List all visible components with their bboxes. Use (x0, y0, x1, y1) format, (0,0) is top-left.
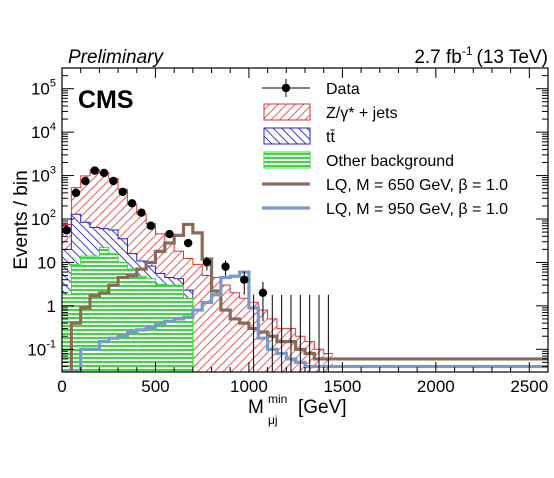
other-background-bar (136, 276, 147, 372)
legend-swatch (263, 103, 311, 121)
y-tick-exponent: 4 (50, 121, 56, 133)
data-point (258, 288, 268, 297)
data-point (202, 258, 212, 267)
data-point (62, 226, 71, 235)
y-tick-exponent: 3 (50, 165, 56, 177)
other-background-bar (118, 262, 128, 372)
x-tick-label: 1500 (323, 377, 361, 396)
data-point (99, 168, 109, 178)
legend-item: Z/γ* + jets (263, 103, 398, 122)
legend-label: LQ, M = 650 GeV, β = 1.0 (326, 177, 508, 194)
legend-data-marker (281, 83, 291, 93)
data-point (118, 187, 127, 197)
other-background-bar (71, 264, 81, 372)
ttbar-bar-outline (62, 213, 334, 372)
y-tick-base: 10 (37, 253, 56, 272)
y-tick-exponent: 5 (50, 78, 56, 90)
data-point (240, 275, 249, 284)
zjets-bar (230, 292, 240, 372)
x-tick-label: 2500 (510, 377, 548, 396)
lq650-line (62, 222, 548, 372)
zjets-bar (220, 285, 231, 372)
data-point (109, 176, 118, 186)
legend-label: Z/γ* + jets (326, 105, 398, 122)
data-point (221, 262, 230, 271)
zjets-bar (202, 275, 212, 372)
other-background-bar (62, 294, 72, 372)
legend-label: Other background (326, 153, 454, 170)
legend-item: tt̄ (263, 127, 335, 146)
data-point (90, 166, 99, 175)
y-tick-label: 102 (31, 208, 56, 229)
legend-item: Data (262, 79, 360, 98)
luminosity-energy: (13 TeV) (477, 47, 548, 68)
legend-item: LQ, M = 950 GeV, β = 1.0 (262, 201, 508, 218)
y-tick-base: 10 (31, 123, 50, 142)
signal-histograms (62, 222, 548, 372)
y-tick-label: 103 (31, 165, 56, 186)
y-tick-exponent: 2 (50, 208, 56, 220)
legend-swatch (263, 127, 311, 145)
legend-label: Data (326, 81, 360, 98)
y-tick-base: 1 (47, 297, 56, 316)
other-background-bar (183, 298, 193, 372)
y-tick-base: 10 (31, 210, 50, 229)
y-tick-exponent: -1 (46, 338, 56, 350)
zjets-bar (192, 264, 203, 372)
y-tick-label: 1 (47, 297, 56, 316)
y-tick-label: 10 (37, 253, 56, 272)
y-tick-base: 10 (31, 167, 50, 186)
zjets-bar (258, 310, 268, 372)
lq950-line (62, 270, 548, 372)
legend-item: Other background (263, 151, 454, 170)
x-tick-label: 0 (57, 377, 66, 396)
other-background-bar-outline (62, 247, 334, 372)
other-background-bar (80, 256, 91, 372)
x-axis-title-main: M (248, 397, 264, 418)
other-background-bar (99, 247, 109, 372)
data-points (62, 166, 329, 372)
other-background-bar (90, 256, 100, 372)
luminosity-exponent: -1 (462, 44, 473, 58)
zjets-bar (211, 277, 221, 372)
legend-item: LQ, M = 650 GeV, β = 1.0 (262, 177, 508, 194)
x-axis-title-units: [GeV] (298, 397, 347, 418)
other-background-bar (155, 284, 165, 372)
y-axis-title: Events / bin (11, 170, 32, 269)
legend-swatch (263, 151, 311, 169)
data-point (127, 199, 137, 208)
luminosity-label: 2.7 fb-1 (13 TeV) (414, 44, 548, 68)
x-tick-label: 500 (141, 377, 169, 396)
y-tick-label: 10-1 (27, 338, 56, 359)
x-tick-label: 2000 (417, 377, 455, 396)
other-background-bar (108, 253, 119, 372)
data-point (81, 176, 90, 186)
cms-label: CMS (78, 86, 134, 114)
y-tick-label: 105 (31, 78, 56, 99)
data-point (71, 188, 81, 198)
legend: Data Z/γ* + jets tt̄ Other background LQ, M … (262, 79, 508, 218)
preliminary-label: Preliminary (68, 47, 165, 68)
other-background-bar (127, 269, 137, 372)
x-tick-label: 1000 (230, 377, 268, 396)
data-point (183, 238, 193, 248)
luminosity-value: 2.7 fb (414, 47, 462, 68)
y-tick-label: 104 (31, 121, 56, 142)
y-tick-base: 10 (31, 80, 50, 99)
legend-label: LQ, M = 950 GeV, β = 1.0 (326, 201, 508, 218)
zjets-bar (239, 298, 249, 372)
x-axis-title: M min μj [GeV] (248, 392, 347, 427)
legend-label: tt̄ (326, 129, 335, 146)
data-point (137, 208, 146, 217)
other-background-bar (174, 285, 184, 372)
data-point (146, 221, 155, 230)
x-axis-title-sup: min (268, 392, 287, 406)
x-axis-title-sub: μj (268, 413, 278, 427)
data-point (165, 229, 174, 239)
y-tick-base: 10 (27, 340, 46, 359)
other-background-bar (146, 278, 156, 372)
other-background-bar (164, 285, 175, 372)
